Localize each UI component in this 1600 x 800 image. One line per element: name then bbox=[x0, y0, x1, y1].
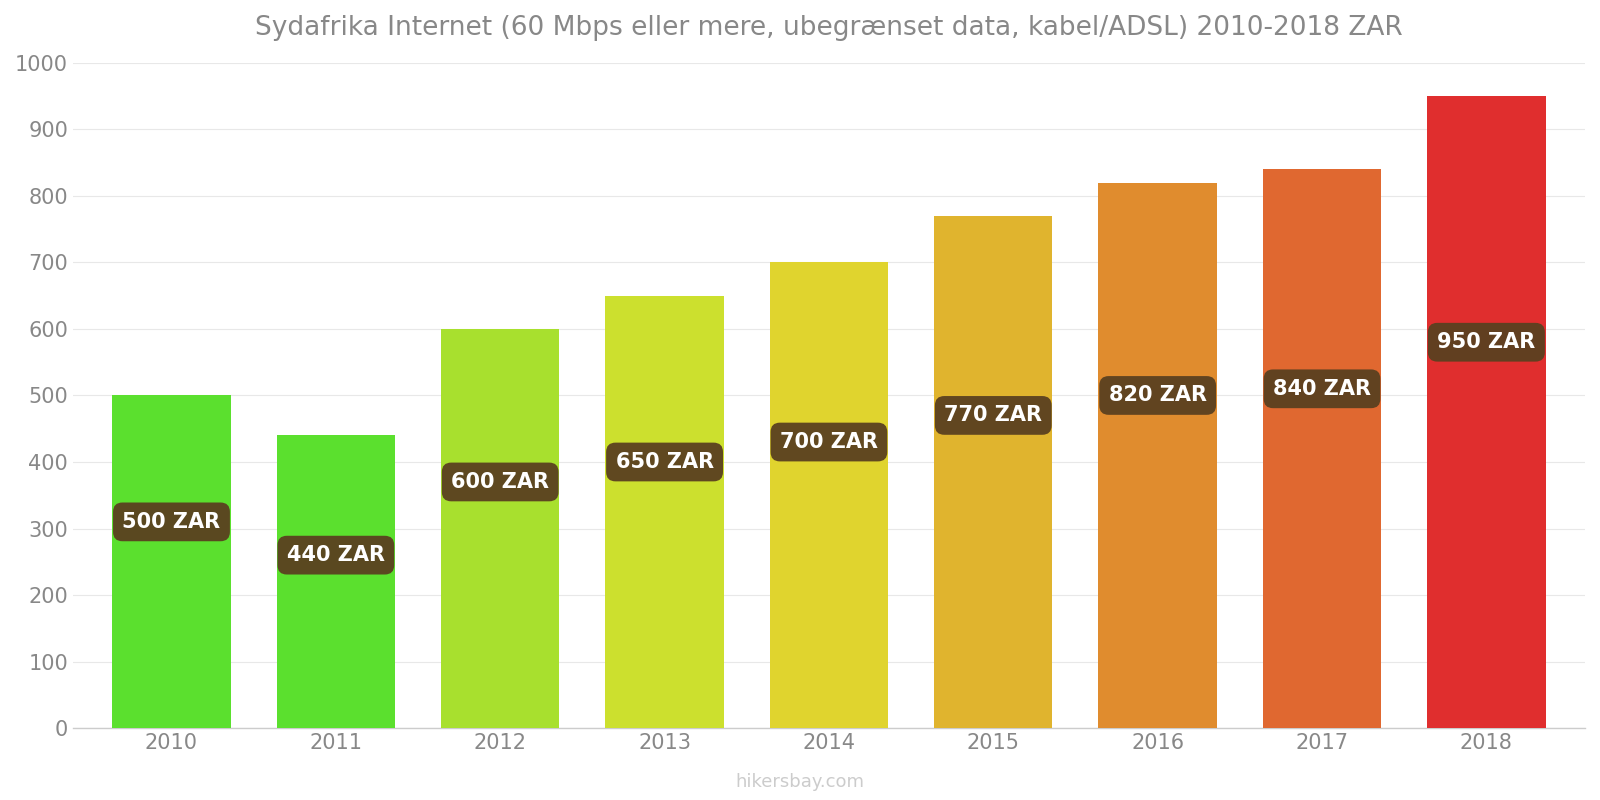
Bar bbox=[277, 435, 395, 728]
Bar bbox=[442, 329, 560, 728]
Text: 500 ZAR: 500 ZAR bbox=[123, 512, 221, 532]
Text: 770 ZAR: 770 ZAR bbox=[944, 406, 1042, 426]
Text: 950 ZAR: 950 ZAR bbox=[1437, 332, 1536, 352]
Bar bbox=[1427, 96, 1546, 728]
Title: Sydafrika Internet (60 Mbps eller mere, ubegrænset data, kabel/ADSL) 2010-2018 Z: Sydafrika Internet (60 Mbps eller mere, … bbox=[254, 15, 1403, 41]
Text: 650 ZAR: 650 ZAR bbox=[616, 452, 714, 472]
Text: 440 ZAR: 440 ZAR bbox=[286, 545, 386, 565]
Bar bbox=[605, 296, 723, 728]
Bar bbox=[1099, 182, 1218, 728]
Bar bbox=[770, 262, 888, 728]
Bar bbox=[1262, 170, 1381, 728]
Text: 600 ZAR: 600 ZAR bbox=[451, 472, 549, 492]
Bar bbox=[934, 216, 1053, 728]
Text: 700 ZAR: 700 ZAR bbox=[779, 432, 878, 452]
Text: 840 ZAR: 840 ZAR bbox=[1274, 379, 1371, 399]
Text: 820 ZAR: 820 ZAR bbox=[1109, 386, 1206, 406]
Bar bbox=[112, 395, 230, 728]
Text: hikersbay.com: hikersbay.com bbox=[736, 774, 864, 791]
